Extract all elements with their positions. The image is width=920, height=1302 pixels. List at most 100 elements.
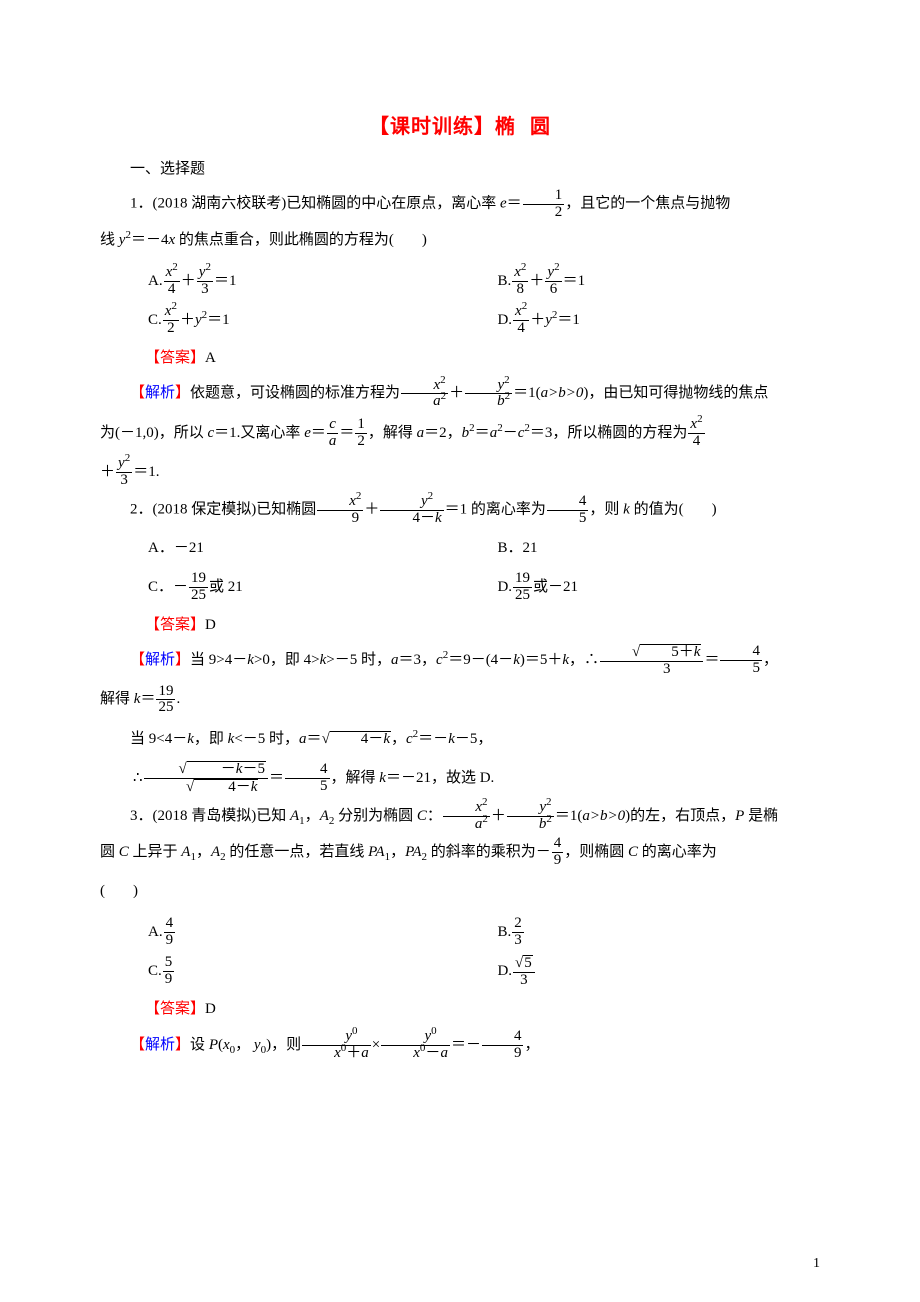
- d: 5: [547, 510, 589, 527]
- q1l2-close: ): [422, 232, 427, 248]
- p: 5＋: [671, 644, 694, 660]
- q2-expl-line2: 解得 k＝1925.: [100, 682, 820, 717]
- s: 0: [431, 1025, 437, 1037]
- q3l2a: 圆: [100, 844, 119, 860]
- q3b: 分别为椭圆: [334, 808, 417, 824]
- q1-options: A.x24＋y23＝1 B.x28＋y26＝1 C.x22＋y2＝1 D.x24…: [148, 262, 820, 340]
- q1-answer: 【答案】A: [115, 344, 820, 373]
- plus: ＋: [100, 464, 115, 480]
- s2: 2: [482, 813, 488, 825]
- e: e: [304, 425, 311, 441]
- q2a: 2．(2018 保定模拟)已知椭圆: [130, 502, 316, 518]
- q3-opt-c: C.59: [148, 952, 497, 991]
- l: D.: [497, 963, 512, 979]
- plus: ＋: [180, 312, 195, 328]
- d1: 4－: [412, 510, 435, 526]
- c2: ，: [390, 844, 405, 860]
- q1-answer-value: A: [205, 350, 216, 366]
- s: 2: [697, 413, 703, 425]
- q3cl: ): [133, 883, 138, 899]
- k: k: [623, 502, 630, 518]
- A1: A: [290, 808, 299, 824]
- q3-answer-value: D: [205, 1001, 216, 1017]
- plus: ＋: [529, 273, 544, 289]
- question-1: 1．(2018 湖南六校联考)已知椭圆的中心在原点，离心率 e＝12，且它的一个…: [100, 188, 820, 221]
- eq: ＝: [269, 770, 284, 786]
- n: 4: [720, 644, 762, 660]
- d: 4: [513, 320, 529, 337]
- q3l2d: 的斜率的乘积为－: [427, 844, 551, 860]
- q1c-label: C.: [148, 312, 162, 328]
- n: x2: [163, 304, 179, 320]
- q2-fr-y: y24－k: [380, 494, 443, 527]
- d: x0－a: [381, 1045, 450, 1062]
- d: 25: [513, 587, 532, 604]
- e1-fr-12: 12: [355, 417, 367, 450]
- q1-opt-c: C.x22＋y2＝1: [148, 301, 497, 340]
- e2b: >0，即 4>: [254, 652, 320, 668]
- q2-answer-value: D: [205, 617, 216, 633]
- q2-answer: 【答案】D: [115, 611, 820, 640]
- x: x: [514, 264, 521, 280]
- d: 3: [512, 932, 524, 949]
- k3: k: [383, 731, 390, 747]
- answer-tag: 【答案】: [145, 617, 205, 633]
- question-3: 3．(2018 青岛模拟)已知 A1，A2 分别为椭圆 C：x2a2＋y2b2＝…: [100, 800, 820, 833]
- s: 2: [205, 261, 211, 273]
- q1-text-b: ，且它的一个焦点与抛物: [565, 196, 730, 212]
- d: √4－k: [144, 778, 268, 796]
- q3l2f: 的离心率为: [638, 844, 717, 860]
- q2d-fr: 1925: [513, 571, 532, 604]
- q2c: ，则: [589, 502, 623, 518]
- e2l4c: ＝－21，故选 D.: [386, 770, 494, 786]
- n: y2: [116, 456, 132, 472]
- c: c: [436, 652, 443, 668]
- q2-options: A．－21 B．21 C．－1925或 21 D.1925或－21: [148, 529, 820, 607]
- q3-fr-49: 49: [552, 836, 564, 869]
- q1-explanation-line2: 为(－1,0)，所以 c＝1.又离心率 e＝ca＝12，解得 a＝2，b2＝a2…: [100, 416, 820, 451]
- C: C: [119, 844, 129, 860]
- c1: ，: [196, 844, 211, 860]
- d: 9: [164, 932, 176, 949]
- k: k: [247, 652, 254, 668]
- d: 5: [285, 778, 330, 795]
- s: 2: [505, 390, 511, 402]
- q2-explanation: 【解析】当 9>4－k>0，即 4>k>－5 时，a＝3，c2＝9－(4－k)＝…: [100, 643, 820, 678]
- n: 4: [547, 494, 589, 510]
- b: b: [497, 393, 505, 409]
- e2l2b: .: [176, 691, 180, 707]
- rad: √: [322, 731, 330, 747]
- eq: ＝: [704, 652, 719, 668]
- q2d: 的值为(: [630, 502, 684, 518]
- e1t3: ＝1.: [133, 464, 159, 480]
- PA2: PA: [405, 844, 421, 860]
- e2g: ，∴: [569, 652, 599, 668]
- l: B.: [497, 924, 511, 940]
- d: 8: [512, 281, 528, 298]
- e2-fr-sqsq: √－k－5√4－k: [144, 761, 268, 796]
- e1-fr-y: y2b2: [465, 378, 512, 411]
- d: 25: [189, 587, 208, 604]
- q2-fr-45: 45: [547, 494, 589, 527]
- n: 19: [513, 571, 532, 587]
- page-number: 1: [813, 1256, 820, 1272]
- d: 4: [164, 281, 180, 298]
- d: a2: [443, 816, 490, 833]
- d: 9: [552, 852, 564, 869]
- q3l2e: ，则椭圆: [564, 844, 628, 860]
- q1-var-e: e: [500, 196, 507, 212]
- s: 2: [522, 300, 528, 312]
- q1a-label: A.: [148, 273, 163, 289]
- q1-explanation-line3: ＋y23＝1.: [100, 455, 820, 490]
- e1t1b: )，由已知可得抛物线的焦点: [583, 385, 768, 401]
- br-l: 【: [130, 1037, 145, 1053]
- eq: ＝1: [563, 273, 586, 289]
- e2-fr-45b: 45: [285, 762, 330, 795]
- q3-opt-b: B.23: [497, 913, 820, 952]
- e2l3b: ，即: [194, 731, 228, 747]
- p: 4－: [361, 731, 384, 747]
- s: 2: [428, 490, 434, 502]
- e2l3d: ＝－: [418, 731, 448, 747]
- sq: 5: [523, 955, 533, 971]
- n: x2: [317, 494, 363, 510]
